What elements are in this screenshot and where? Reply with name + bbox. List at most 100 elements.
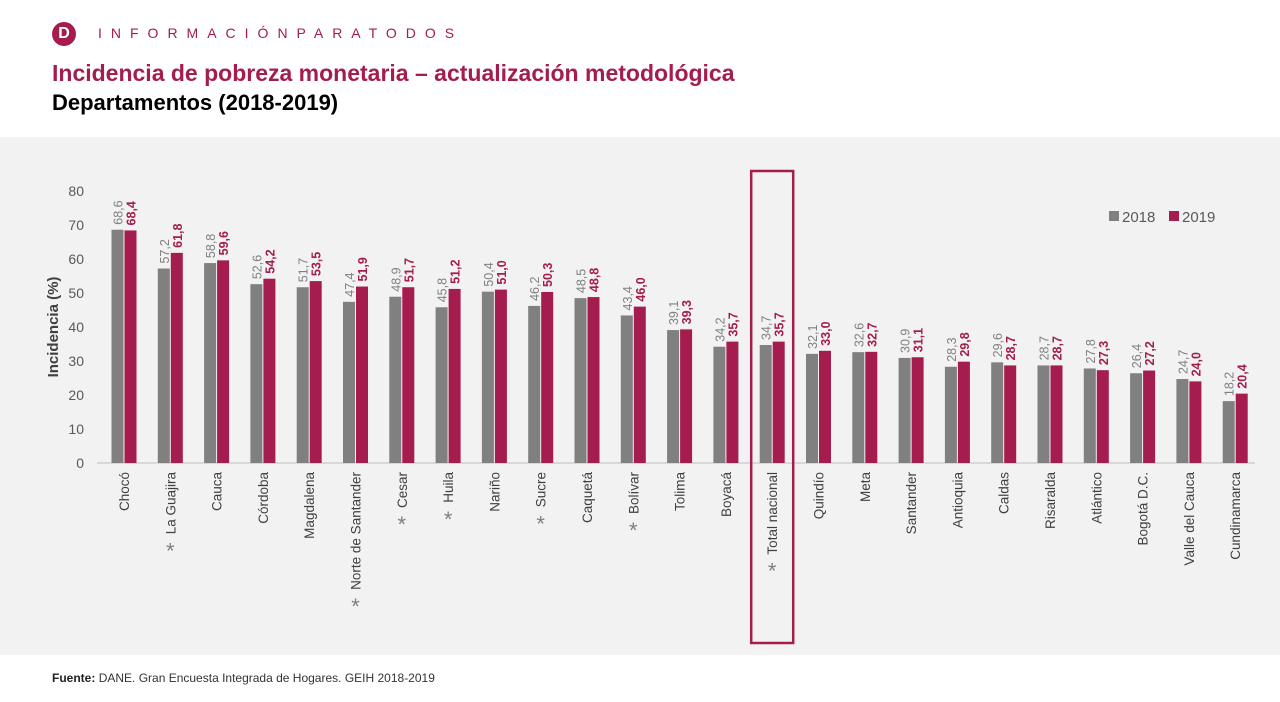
bar-2018 xyxy=(1176,379,1189,463)
bar-2019 xyxy=(1235,393,1248,463)
bar-2019 xyxy=(217,260,230,463)
highlight-box xyxy=(749,169,795,645)
data-label-2018: 47,4 xyxy=(343,272,357,296)
category-label: Huila xyxy=(441,472,456,503)
bar-2019 xyxy=(494,289,507,463)
data-label-2019: 53,5 xyxy=(310,252,324,276)
data-label-2018: 29,6 xyxy=(991,333,1005,357)
y-axis-label: Incidencia (%) xyxy=(45,277,62,378)
category-label: Cesar xyxy=(395,472,410,509)
data-label-2019: 50,3 xyxy=(541,263,555,287)
bar-2018 xyxy=(481,291,494,463)
y-tick-label: 60 xyxy=(68,251,84,267)
data-label-2019: 59,6 xyxy=(217,231,231,255)
bar-2018 xyxy=(574,298,587,463)
y-tick-label: 0 xyxy=(76,455,84,471)
bar-2018 xyxy=(1037,365,1050,463)
legend-swatch-2018 xyxy=(1109,211,1119,221)
source-label: Fuente: xyxy=(52,671,96,685)
source-note: Fuente: DANE. Gran Encuesta Integrada de… xyxy=(52,671,435,685)
category-label: Sucre xyxy=(534,472,549,507)
chart-title: Incidencia de pobreza monetaria – actual… xyxy=(52,60,735,86)
bar-2018 xyxy=(806,353,818,463)
category-label: Total nacional xyxy=(765,472,780,555)
category-label: Santander xyxy=(904,472,919,535)
legend-swatch-2019 xyxy=(1169,211,1179,221)
data-label-2019: 54,2 xyxy=(263,249,277,273)
bar-2019 xyxy=(356,286,368,463)
bar-2019 xyxy=(957,361,970,463)
data-label-2018: 30,9 xyxy=(899,329,913,353)
data-label-2019: 35,7 xyxy=(726,312,740,336)
bar-2018 xyxy=(991,362,1004,463)
bar-2019 xyxy=(263,278,276,463)
asterisk-marker: * xyxy=(351,594,360,619)
bar-2018 xyxy=(343,301,355,463)
legend-label-2018: 2018 xyxy=(1122,209,1155,226)
data-label-2018: 52,6 xyxy=(250,255,264,279)
category-label: Atlántico xyxy=(1089,472,1104,524)
data-label-2019: 35,7 xyxy=(773,312,787,336)
bar-2018 xyxy=(898,357,911,463)
data-label-2019: 27,3 xyxy=(1097,341,1111,365)
source-text: DANE. Gran Encuesta Integrada de Hogares… xyxy=(98,671,435,685)
bar-2019 xyxy=(124,230,137,463)
data-label-2019: 51,0 xyxy=(495,260,509,284)
bar-2018 xyxy=(435,307,448,463)
data-label-2018: 57,2 xyxy=(158,239,172,263)
data-label-2018: 48,5 xyxy=(575,269,589,293)
data-label-2019: 27,2 xyxy=(1143,341,1157,365)
bar-2019 xyxy=(309,281,322,463)
bar-2018 xyxy=(713,346,726,463)
data-label-2019: 68,4 xyxy=(125,201,139,225)
category-label: Meta xyxy=(858,472,873,503)
data-label-2019: 28,7 xyxy=(1051,336,1065,360)
asterisk-marker: * xyxy=(166,538,175,563)
bar-2019 xyxy=(865,351,878,463)
header: D INFORMACIÓNPARATODOS Incidencia de pob… xyxy=(0,0,1280,137)
category-label: Cundinamarca xyxy=(1228,472,1243,560)
asterisk-marker: * xyxy=(536,511,545,536)
bar-2018 xyxy=(620,315,633,463)
bar-2018 xyxy=(1222,401,1235,463)
bar-2018 xyxy=(759,345,772,463)
data-label-2019: 20,4 xyxy=(1236,364,1250,388)
data-label-2018: 50,4 xyxy=(482,262,496,286)
asterisk-marker: * xyxy=(444,507,453,532)
data-label-2018: 46,2 xyxy=(528,277,542,301)
category-label: Córdoba xyxy=(256,472,271,524)
data-label-2019: 24,0 xyxy=(1189,352,1203,376)
data-label-2018: 48,9 xyxy=(389,267,403,291)
dane-logo: D xyxy=(52,22,76,46)
category-label: Caquetá xyxy=(580,472,595,524)
data-label-2019: 46,0 xyxy=(634,277,648,301)
bar-2018 xyxy=(944,366,957,463)
bar-2019 xyxy=(772,341,785,463)
data-label-2018: 28,3 xyxy=(945,337,959,361)
bar-2018 xyxy=(296,287,309,463)
y-tick-label: 70 xyxy=(68,217,84,233)
data-label-2018: 24,7 xyxy=(1176,350,1190,374)
category-label: Caldas xyxy=(997,472,1012,514)
bar-2019 xyxy=(633,306,646,463)
asterisk-marker: * xyxy=(398,512,407,537)
bar-2019 xyxy=(1004,365,1017,463)
bar-2019 xyxy=(587,297,600,463)
bar-2019 xyxy=(680,329,693,463)
data-label-2018: 26,4 xyxy=(1130,344,1144,368)
y-tick-label: 20 xyxy=(68,387,84,403)
bar-2019 xyxy=(170,252,183,463)
asterisk-marker: * xyxy=(768,559,777,584)
category-label: Tolima xyxy=(673,472,688,512)
bar-2018 xyxy=(250,284,263,463)
category-label: Bogotá D.C. xyxy=(1136,472,1151,546)
bar-2018 xyxy=(157,268,170,463)
bar-2018 xyxy=(389,296,402,463)
category-label: Cauca xyxy=(210,472,225,512)
data-label-2018: 43,4 xyxy=(621,286,635,310)
category-label: La Guajira xyxy=(163,472,178,535)
data-label-2018: 68,6 xyxy=(112,200,126,224)
asterisk-marker: * xyxy=(629,518,638,543)
category-label: Norte de Santander xyxy=(349,472,364,590)
data-label-2018: 18,2 xyxy=(1223,372,1237,396)
